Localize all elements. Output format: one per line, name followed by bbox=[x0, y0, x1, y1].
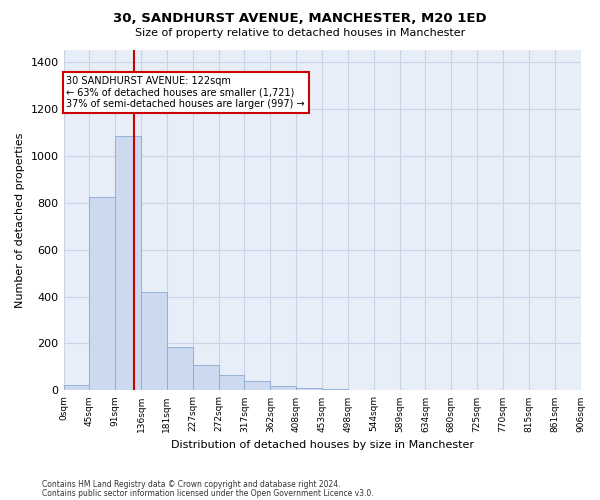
Text: Contains HM Land Registry data © Crown copyright and database right 2024.: Contains HM Land Registry data © Crown c… bbox=[42, 480, 341, 489]
Text: 30 SANDHURST AVENUE: 122sqm
← 63% of detached houses are smaller (1,721)
37% of : 30 SANDHURST AVENUE: 122sqm ← 63% of det… bbox=[67, 76, 305, 109]
Bar bbox=[271, 386, 296, 390]
Text: Contains public sector information licensed under the Open Government Licence v3: Contains public sector information licen… bbox=[42, 488, 374, 498]
Y-axis label: Number of detached properties: Number of detached properties bbox=[15, 132, 25, 308]
X-axis label: Distribution of detached houses by size in Manchester: Distribution of detached houses by size … bbox=[170, 440, 473, 450]
Text: 30, SANDHURST AVENUE, MANCHESTER, M20 1ED: 30, SANDHURST AVENUE, MANCHESTER, M20 1E… bbox=[113, 12, 487, 26]
Bar bbox=[244, 381, 271, 390]
Bar bbox=[141, 292, 167, 390]
Bar bbox=[193, 364, 218, 390]
Bar bbox=[296, 388, 322, 390]
Bar bbox=[115, 136, 141, 390]
Bar bbox=[167, 347, 193, 391]
Bar bbox=[64, 384, 89, 390]
Bar bbox=[218, 375, 244, 390]
Text: Size of property relative to detached houses in Manchester: Size of property relative to detached ho… bbox=[135, 28, 465, 38]
Bar bbox=[89, 196, 115, 390]
